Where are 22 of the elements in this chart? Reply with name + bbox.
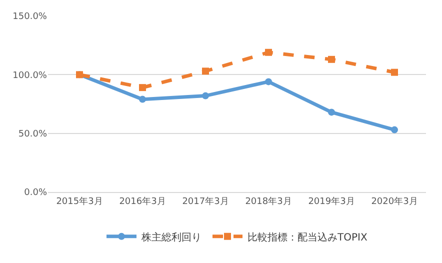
x-tick-label: 2015年3月: [56, 196, 103, 207]
point: [139, 84, 146, 92]
point: [265, 48, 272, 56]
y-tick-label: 0.0%: [24, 188, 48, 198]
y-tick-label: 50.0%: [18, 129, 48, 140]
legend-label: 株主総利回り: [140, 231, 202, 244]
x-tick-label: 2019年3月: [308, 196, 355, 207]
point: [202, 92, 209, 100]
point: [328, 108, 335, 116]
point: [328, 56, 335, 63]
x-tick-label: 2020年3月: [371, 196, 418, 207]
point: [265, 78, 272, 86]
point: [391, 126, 398, 134]
point: [139, 96, 146, 103]
point: [202, 68, 209, 75]
y-tick-label: 150.0%: [12, 12, 48, 22]
x-tick-label: 2018年3月: [245, 196, 292, 207]
x-tick-label: 2017年3月: [182, 196, 229, 207]
y-tick-label: 100.0%: [12, 70, 48, 81]
x-tick-label: 2016年3月: [119, 196, 166, 207]
legend-label: 比較指標：配当込みTOPIX: [248, 231, 368, 244]
point: [391, 68, 398, 76]
